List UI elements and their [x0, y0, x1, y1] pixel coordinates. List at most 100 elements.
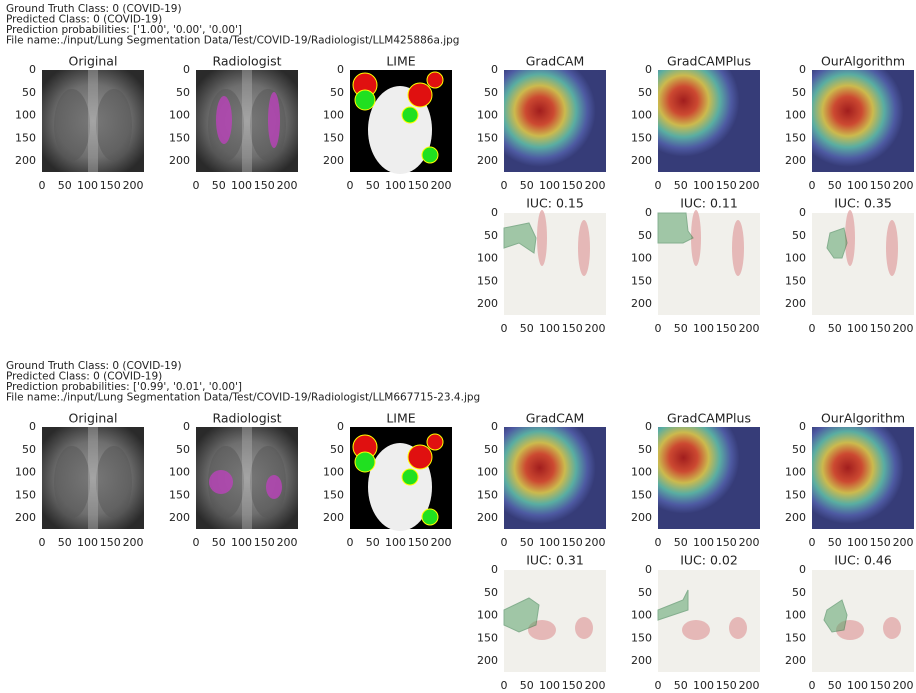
x-tick-label: 100 [231, 179, 252, 192]
x-tick-label: 0 [193, 179, 200, 192]
x-tick-label: 150 [254, 536, 275, 549]
y-tick-label: 0 [491, 63, 498, 76]
y-tick-label: 200 [785, 154, 806, 167]
y-tick-label: 150 [169, 488, 190, 501]
y-tick-label: 100 [477, 109, 498, 122]
y-tick-label: 150 [631, 631, 652, 644]
panel-title: Original [69, 54, 118, 69]
y-tick-label: 200 [477, 297, 498, 310]
x-tick-label: 50 [828, 536, 842, 549]
figure: Ground Truth Class: 0 (COVID-19)Predicte… [0, 0, 916, 693]
y-tick-label: 200 [631, 511, 652, 524]
superpixel [408, 445, 432, 469]
xray-overlay [504, 70, 606, 172]
image [504, 570, 606, 672]
image [350, 427, 452, 531]
lung [883, 617, 901, 639]
image [658, 210, 760, 315]
x-tick-label: 50 [520, 179, 534, 192]
y-tick-label: 150 [785, 631, 806, 644]
x-tick-label: 200 [585, 322, 606, 335]
y-tick-label: 150 [477, 631, 498, 644]
x-tick-label: 150 [408, 179, 429, 192]
y-tick-label: 150 [785, 131, 806, 144]
y-tick-label: 0 [491, 420, 498, 433]
y-tick-label: 100 [631, 109, 652, 122]
spine [242, 427, 252, 529]
superpixel [427, 72, 443, 88]
y-tick-label: 50 [176, 443, 190, 456]
y-tick-label: 150 [631, 131, 652, 144]
y-tick-label: 100 [785, 109, 806, 122]
y-tick-label: 100 [169, 466, 190, 479]
y-tick-label: 50 [638, 443, 652, 456]
x-tick-label: 50 [674, 179, 688, 192]
y-tick-label: 0 [799, 63, 806, 76]
y-tick-label: 0 [491, 563, 498, 576]
y-tick-label: 100 [785, 466, 806, 479]
y-tick-label: 0 [491, 206, 498, 219]
x-tick-label: 0 [809, 179, 816, 192]
y-tick-label: 100 [785, 252, 806, 265]
panel-title: IUC: 0.15 [526, 196, 584, 211]
x-tick-label: 150 [408, 536, 429, 549]
y-tick-label: 100 [477, 466, 498, 479]
x-tick-label: 100 [385, 536, 406, 549]
x-tick-label: 150 [870, 322, 891, 335]
x-tick-label: 100 [693, 179, 714, 192]
xray-overlay [504, 427, 606, 529]
lung [250, 89, 286, 161]
y-tick-label: 150 [323, 488, 344, 501]
y-tick-label: 50 [22, 86, 36, 99]
panel-title: GradCAM [526, 54, 584, 69]
x-tick-label: 100 [539, 536, 560, 549]
x-tick-label: 100 [385, 179, 406, 192]
x-tick-label: 200 [585, 179, 606, 192]
xray-overlay [812, 70, 914, 172]
x-tick-label: 150 [716, 322, 737, 335]
x-tick-label: 150 [716, 179, 737, 192]
y-tick-label: 50 [792, 586, 806, 599]
y-tick-label: 50 [484, 443, 498, 456]
panel-title: OurAlgorithm [821, 411, 905, 426]
image [658, 427, 760, 529]
x-tick-label: 50 [366, 179, 380, 192]
x-tick-label: 150 [100, 179, 121, 192]
x-tick-label: 150 [870, 536, 891, 549]
x-tick-label: 200 [123, 536, 144, 549]
y-tick-label: 100 [631, 609, 652, 622]
x-tick-label: 0 [655, 322, 662, 335]
x-tick-label: 200 [739, 179, 760, 192]
y-tick-label: 50 [484, 229, 498, 242]
x-tick-label: 200 [277, 536, 298, 549]
x-tick-label: 100 [539, 179, 560, 192]
panel-title: Radiologist [212, 54, 281, 69]
y-tick-label: 150 [477, 488, 498, 501]
x-tick-label: 0 [655, 179, 662, 192]
y-tick-label: 200 [323, 511, 344, 524]
info-line: File name:./input/Lung Segmentation Data… [6, 35, 459, 47]
x-tick-label: 200 [739, 536, 760, 549]
y-tick-label: 0 [645, 206, 652, 219]
y-tick-label: 150 [785, 274, 806, 287]
x-tick-label: 50 [828, 179, 842, 192]
x-tick-label: 50 [58, 179, 72, 192]
panel-title: GradCAMPlus [667, 411, 751, 426]
annotation [266, 475, 282, 499]
x-tick-label: 0 [347, 179, 354, 192]
y-tick-label: 0 [29, 420, 36, 433]
y-tick-label: 100 [477, 252, 498, 265]
superpixel [427, 434, 443, 450]
lung [732, 220, 744, 276]
xray-overlay [812, 427, 914, 529]
image [658, 570, 760, 672]
y-tick-label: 200 [631, 297, 652, 310]
x-tick-label: 200 [739, 322, 760, 335]
superpixel [422, 509, 438, 525]
image [504, 427, 606, 529]
superpixel [408, 83, 432, 107]
x-tick-label: 0 [347, 536, 354, 549]
panel-title: Radiologist [212, 411, 281, 426]
x-tick-label: 150 [562, 536, 583, 549]
y-tick-label: 0 [645, 63, 652, 76]
